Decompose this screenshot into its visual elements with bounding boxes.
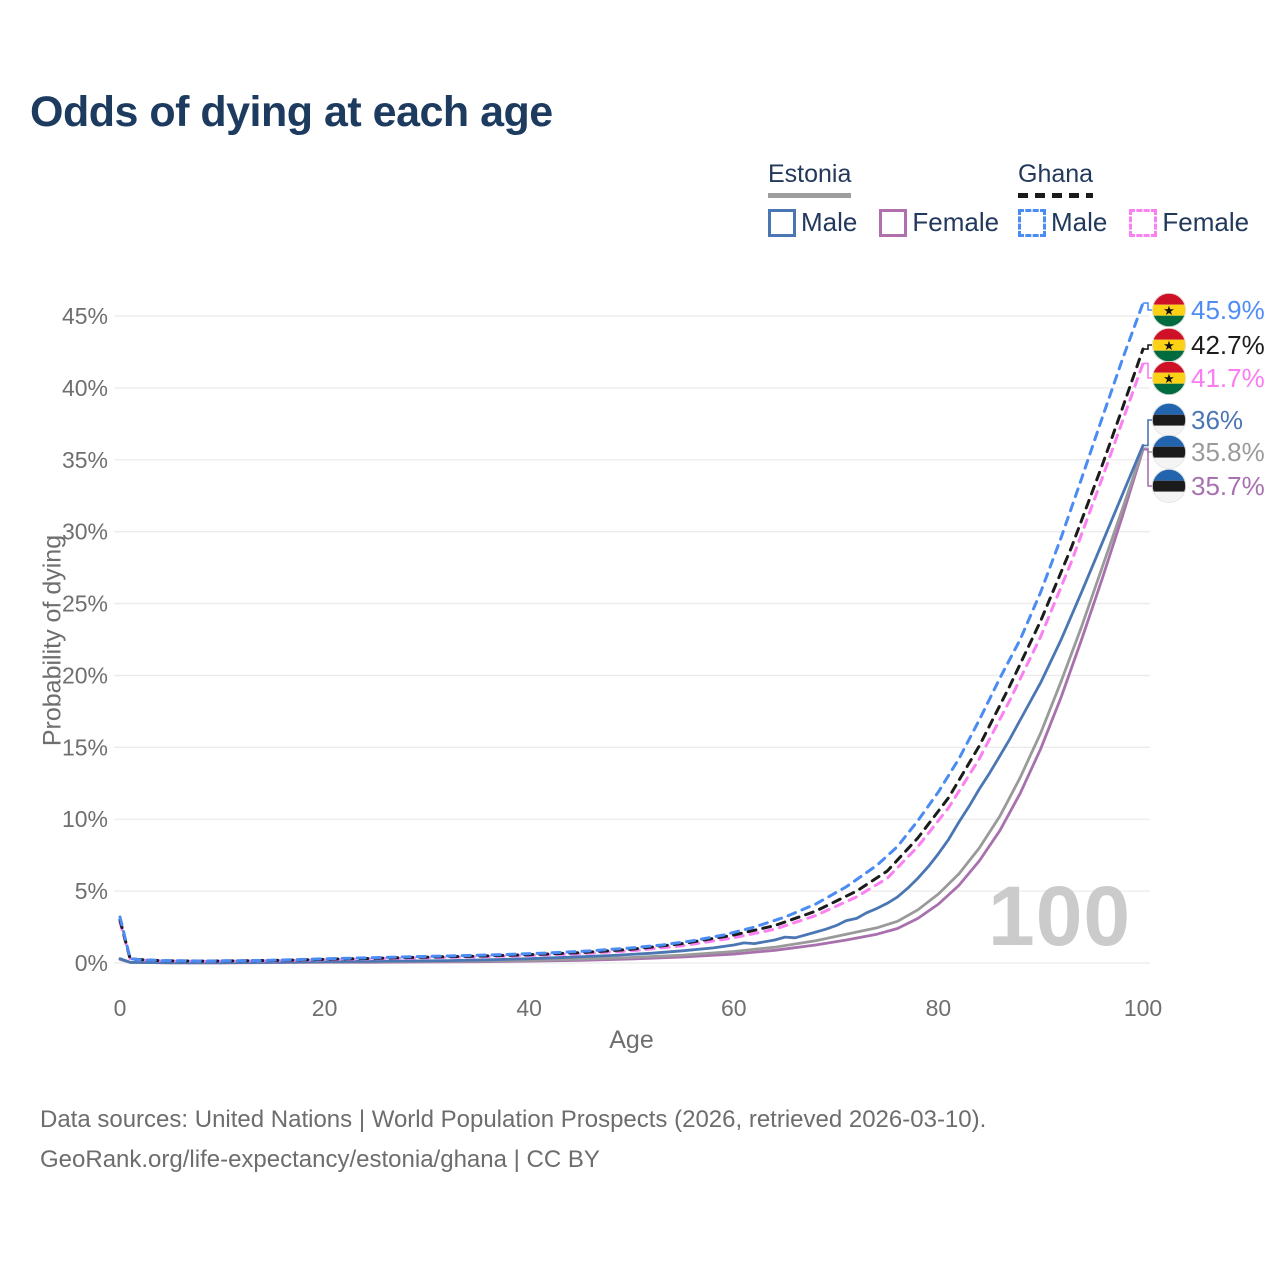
end-label-connector	[1143, 448, 1152, 487]
end-label-value: 36%	[1191, 404, 1244, 435]
y-tick-label: 20%	[62, 662, 108, 688]
x-tick-label: 100	[1124, 995, 1162, 1021]
legend-item-ghana-female[interactable]: Female	[1129, 207, 1249, 238]
x-tick-label: 20	[312, 995, 338, 1021]
plot-area[interactable]: 0% 5% 10% 15% 20% 25% 30% 35% 40% 45% 0 20 40 60 80 100…	[0, 0, 1280, 1070]
y-axis-title: Probability of dying	[38, 534, 67, 747]
end-label-connector	[1143, 419, 1152, 447]
legend-group-estonia: Estonia Male Female	[768, 160, 1021, 238]
end-label-value: 35.8%	[1191, 436, 1265, 467]
y-tick-label: 35%	[62, 447, 108, 473]
ghana-flag-icon: ★	[1152, 328, 1186, 362]
legend-group-ghana: Ghana Male Female	[1018, 160, 1271, 238]
end-label-estonia-male: 36%	[1152, 403, 1243, 437]
series-line-ghana-male	[118, 301, 1145, 963]
end-label-connector	[1143, 344, 1152, 350]
end-label-connector	[1143, 302, 1152, 311]
legend-swatch-icon	[768, 208, 796, 237]
svg-text:★: ★	[1163, 371, 1175, 386]
footer-attribution: GeoRank.org/life-expectancy/estonia/ghan…	[40, 1146, 600, 1173]
x-tick-label: 80	[926, 995, 952, 1021]
end-label-value: 42.7%	[1191, 329, 1265, 360]
end-label-value: 45.9%	[1191, 294, 1265, 325]
legend-swatch-icon	[1018, 208, 1046, 237]
end-label-ghana-male: ★ 45.9%	[1152, 293, 1265, 327]
y-tick-label: 5%	[75, 878, 108, 904]
end-label-value: 41.7%	[1191, 362, 1265, 393]
series-line-estonia-male	[118, 444, 1145, 965]
ghana-flag-icon: ★	[1152, 361, 1186, 395]
y-tick-label: 0%	[75, 950, 108, 976]
legend-item-estonia-male[interactable]: Male	[768, 207, 857, 238]
estonia-flag-icon	[1152, 435, 1186, 469]
x-axis-title: Age	[609, 1026, 653, 1054]
x-tick-label: 40	[516, 995, 542, 1021]
end-label-value: 35.7%	[1191, 470, 1265, 501]
legend-country-line-swatch	[768, 193, 852, 198]
legend-country-name[interactable]: Ghana	[1018, 160, 1094, 188]
svg-text:★: ★	[1163, 338, 1175, 353]
end-label-connector	[1143, 362, 1152, 379]
end-label-ghana-female: ★ 41.7%	[1152, 361, 1265, 395]
legend-item-label: Female	[912, 207, 1000, 237]
footer-data-sources: Data sources: United Nations | World Pop…	[40, 1106, 987, 1133]
end-label-estonia-both: 35.8%	[1152, 435, 1265, 469]
x-tick-label: 60	[721, 995, 747, 1021]
legend-item-label: Female	[1162, 207, 1250, 237]
end-label-estonia-female: 35.7%	[1152, 469, 1265, 503]
x-tick-label: 0	[114, 995, 127, 1021]
legend-swatch-icon	[879, 208, 908, 237]
y-tick-label: 10%	[62, 806, 108, 832]
page-title: Odds of dying at each age	[30, 88, 553, 136]
legend-item-estonia-female[interactable]: Female	[879, 207, 999, 238]
end-label-ghana-both: ★ 42.7%	[1152, 328, 1265, 362]
estonia-flag-icon	[1152, 403, 1186, 437]
y-tick-label: 15%	[62, 734, 108, 760]
y-tick-label: 30%	[62, 519, 108, 545]
legend-country-name[interactable]: Estonia	[768, 160, 852, 188]
y-tick-label: 40%	[62, 375, 108, 401]
estonia-flag-icon	[1152, 469, 1186, 503]
legend-swatch-icon	[1129, 208, 1158, 237]
svg-text:★: ★	[1163, 303, 1175, 318]
legend-country-line-swatch	[1018, 193, 1094, 198]
ghana-flag-icon: ★	[1152, 293, 1186, 327]
legend-item-label: Male	[801, 207, 858, 237]
legend-item-ghana-male[interactable]: Male	[1018, 207, 1107, 238]
y-tick-label: 45%	[62, 303, 108, 329]
y-tick-label: 25%	[62, 591, 108, 617]
age-watermark: 100	[988, 869, 1132, 963]
legend-item-label: Male	[1051, 207, 1108, 237]
